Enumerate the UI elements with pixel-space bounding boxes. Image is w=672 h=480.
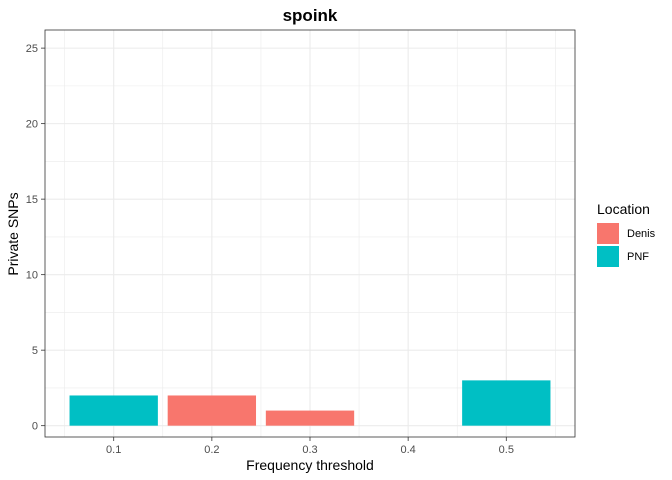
y-tick-label: 5 <box>32 345 38 357</box>
bar-denis-0_2 <box>167 395 257 426</box>
x-axis: 0.1 0.2 0.3 0.4 0.5 <box>106 437 514 456</box>
legend-key-pnf <box>597 246 619 267</box>
bar-pnf-0_5 <box>462 380 551 426</box>
x-tick-label: 0.4 <box>400 444 415 456</box>
x-tick-label: 0.3 <box>302 444 317 456</box>
y-tick-label: 15 <box>26 194 38 206</box>
chart-title: spoink <box>283 6 338 25</box>
y-tick-label: 10 <box>26 270 38 282</box>
y-axis: 0 5 10 15 20 25 <box>26 43 45 433</box>
legend: Location Denis PNF <box>597 201 656 267</box>
x-tick-label: 0.2 <box>204 444 219 456</box>
y-tick-label: 20 <box>26 119 38 131</box>
x-axis-title: Frequency threshold <box>246 457 374 473</box>
y-tick-label: 25 <box>26 43 38 55</box>
y-axis-title: Private SNPs <box>5 192 21 275</box>
bar-pnf-0_1 <box>69 395 158 426</box>
x-tick-label: 0.1 <box>106 444 121 456</box>
x-tick-label: 0.5 <box>499 444 514 456</box>
legend-label-denis: Denis <box>627 228 656 240</box>
grid-major <box>45 30 575 437</box>
legend-key-denis <box>597 223 619 244</box>
y-tick-label: 0 <box>32 421 38 433</box>
bars <box>69 380 551 426</box>
bar-denis-0_3 <box>265 410 355 426</box>
legend-title: Location <box>597 201 650 217</box>
legend-label-pnf: PNF <box>627 251 649 263</box>
